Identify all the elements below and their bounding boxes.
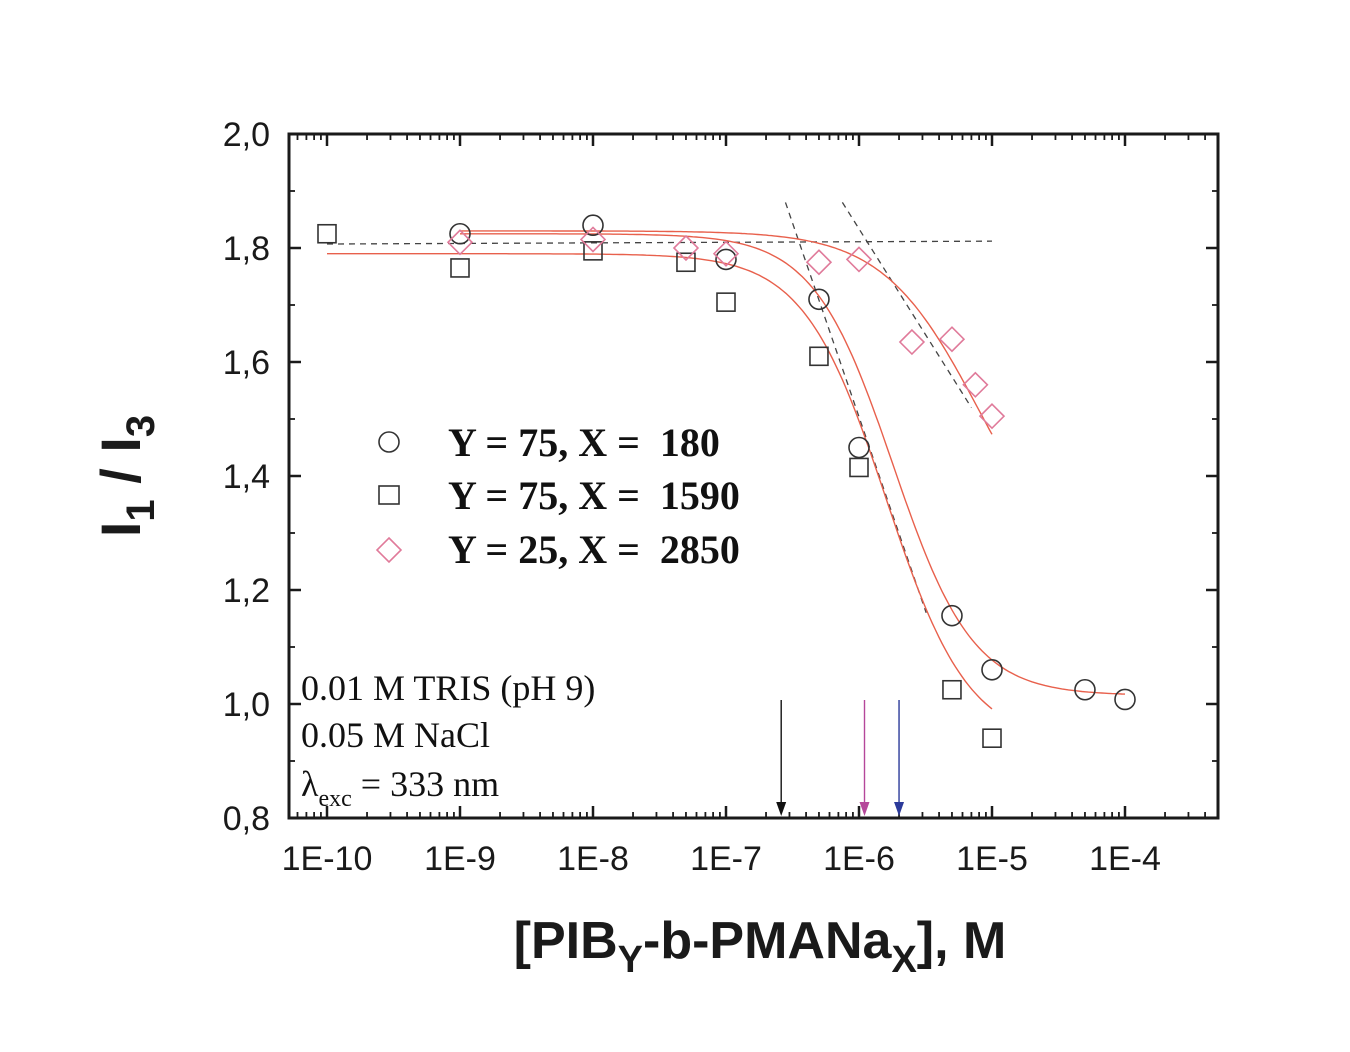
x-tick-label: 1E-9	[424, 840, 496, 878]
data-point-diamond	[672, 234, 700, 262]
arrow-head	[859, 802, 870, 816]
y-tick-label: 1,6	[223, 344, 270, 382]
data-point-circle	[981, 658, 1003, 681]
x-tick-label: 1E-4	[1089, 840, 1161, 878]
x-axis-title: [PIBY-b-PMANaX], M	[514, 912, 1007, 981]
data-point-diamond	[579, 226, 607, 253]
data-point-diamond	[446, 229, 474, 256]
legend-square-marker	[378, 485, 400, 505]
y-tick-label: 1,4	[223, 458, 270, 496]
data-point-square	[982, 728, 1002, 749]
data-point-circle	[1114, 688, 1136, 711]
lambda-value: = 333 nm	[352, 764, 499, 804]
data-point-circle	[808, 288, 830, 311]
y-tick-label: 1,2	[223, 572, 270, 610]
data-point-diamond	[845, 246, 873, 273]
guide-lines	[326, 202, 993, 614]
conditions-note: 0.01 M TRIS (pH 9) 0.05 M NaCl λexc = 33…	[301, 668, 595, 812]
dashed-guide-line	[841, 202, 972, 408]
data-point-diamond	[978, 403, 1006, 430]
data-point-square	[942, 679, 962, 700]
note-line: 0.01 M TRIS (pH 9)	[301, 668, 595, 708]
note-line: 0.05 M NaCl	[301, 715, 490, 755]
note-line: λexc = 333 nm	[301, 764, 499, 812]
x-tick-label: 1E-8	[557, 840, 629, 878]
x-title-part: ], M	[917, 912, 1007, 970]
data-point-circle	[449, 222, 471, 245]
legend: Y = 75, X = 180 Y = 75, X = 1590 Y = 25,…	[375, 420, 740, 572]
data-point-square	[317, 223, 337, 244]
legend-label: Y = 75, X = 180	[448, 420, 720, 465]
data-point-square	[716, 292, 736, 312]
data-point-diamond	[938, 326, 966, 353]
legend-diamond-marker	[375, 536, 403, 564]
fit-curves	[327, 230, 1126, 710]
fit-curve	[327, 253, 993, 710]
y-axis-title: I1 / I3	[89, 415, 163, 537]
data-point-square	[583, 241, 603, 261]
x-axis-ticks: 1E-10 1E-9 1E-8 1E-7 1E-6 1E-5 1E-4	[282, 134, 1206, 878]
fit-curve	[460, 233, 1126, 695]
y-tick-label: 2,0	[223, 116, 270, 154]
legend-label: Y = 75, X = 1590	[448, 473, 740, 518]
data-point-circle	[941, 604, 963, 627]
dashed-guide-line	[326, 240, 993, 245]
x-title-sub: Y	[618, 939, 643, 981]
lambda-sub: exc	[318, 786, 351, 812]
x-tick-label: 1E-6	[823, 840, 895, 878]
x-tick-label: 1E-7	[690, 840, 762, 878]
x-tick-label: 1E-10	[282, 840, 373, 878]
dashed-guide-line	[784, 202, 927, 614]
y-tick-label: 0,8	[223, 800, 270, 838]
data-point-diamond	[898, 328, 926, 356]
y-title-part: I	[89, 522, 152, 538]
x-title-sub: X	[891, 939, 917, 981]
data-point-square	[450, 258, 470, 278]
data-point-diamond	[805, 249, 833, 276]
data-point-square	[676, 252, 696, 273]
y-tick-label: 1,0	[223, 686, 270, 724]
y-axis-ticks: 0,8 1,0 1,2 1,4 1,6 1,8 2,0	[223, 116, 1218, 838]
y-title-part: / I	[89, 437, 152, 499]
cmc-arrows	[776, 700, 905, 816]
data-point-circle	[582, 214, 604, 236]
data-point-diamond	[962, 371, 989, 398]
y-tick-label: 1,8	[223, 230, 270, 268]
arrow-head	[776, 802, 787, 816]
x-tick-label: 1E-5	[956, 840, 1028, 878]
legend-circle-marker	[378, 431, 400, 453]
x-title-part: -b-PMANa	[643, 912, 893, 970]
lambda-symbol: λ	[301, 764, 319, 804]
arrow-head	[894, 802, 905, 816]
x-title-part: [PIB	[514, 912, 618, 970]
data-point-diamond	[712, 240, 740, 267]
fit-curve	[460, 230, 993, 435]
data-point-circle	[848, 436, 870, 459]
data-point-square	[849, 457, 869, 478]
y-title-sub: 1	[119, 499, 163, 521]
data-point-square	[809, 346, 829, 367]
data-point-circle	[1074, 678, 1096, 701]
data-point-circle	[715, 248, 737, 271]
data-points	[317, 214, 1136, 749]
y-title-sub: 3	[119, 415, 163, 437]
legend-label: Y = 25, X = 2850	[448, 527, 740, 572]
